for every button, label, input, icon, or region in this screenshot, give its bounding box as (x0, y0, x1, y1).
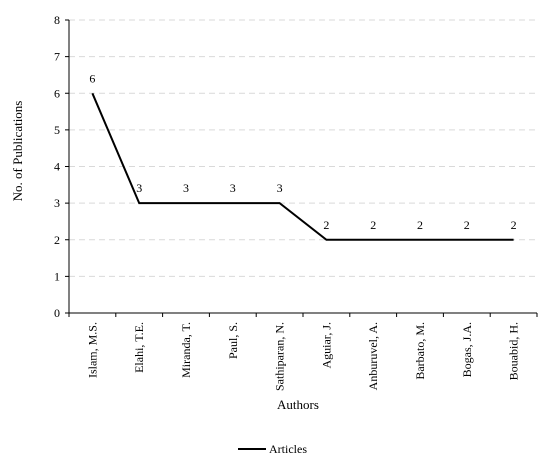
y-axis-ticks: 0 1 2 3 4 5 6 7 8 (54, 13, 69, 320)
y-tick-label: 4 (54, 160, 60, 174)
y-axis-title: No. of Publications (10, 101, 25, 202)
x-tick-label: Sathiparan, N. (273, 322, 287, 391)
x-tick-label: Bouabid, H. (507, 322, 521, 380)
x-tick-label: Barbato, M. (413, 322, 427, 380)
data-label: 3 (277, 181, 283, 195)
y-tick-label: 3 (54, 196, 60, 210)
legend: Articles (238, 442, 307, 456)
data-label: 2 (417, 218, 423, 232)
y-tick-label: 2 (54, 233, 60, 247)
y-tick-label: 1 (54, 269, 60, 283)
data-label: 3 (230, 181, 236, 195)
x-tick-label: Miranda, T. (179, 322, 193, 378)
data-label: 2 (511, 218, 517, 232)
y-tick-label: 5 (54, 123, 60, 137)
x-axis-title: Authors (277, 397, 319, 412)
x-tick-label: Elahi, T.E. (132, 322, 146, 373)
x-axis-ticks: Islam, M.S. Elahi, T.E. Miranda, T. Paul, S… (68, 313, 538, 391)
data-label: 2 (323, 218, 329, 232)
data-label: 2 (464, 218, 470, 232)
series-line-articles (91, 92, 514, 241)
y-tick-label: 0 (54, 306, 60, 320)
x-tick-label: Bogas, J.A. (460, 322, 474, 377)
y-tick-label: 8 (54, 13, 60, 27)
y-tick-label: 7 (54, 50, 60, 64)
data-label: 3 (136, 181, 142, 195)
data-label: 2 (370, 218, 376, 232)
data-label: 6 (89, 71, 95, 85)
x-tick-label: Aguiar, J. (319, 322, 333, 369)
legend-label-articles: Articles (269, 442, 307, 456)
y-tick-label: 6 (54, 86, 60, 100)
x-tick-label: Anburuvel, A. (366, 322, 380, 390)
gridlines (69, 19, 537, 277)
data-labels: 6 3 3 3 3 2 2 2 2 2 (89, 71, 516, 232)
x-tick-label: Islam, M.S. (85, 322, 99, 378)
x-tick-label: Paul, S. (226, 322, 240, 359)
data-label: 3 (183, 181, 189, 195)
